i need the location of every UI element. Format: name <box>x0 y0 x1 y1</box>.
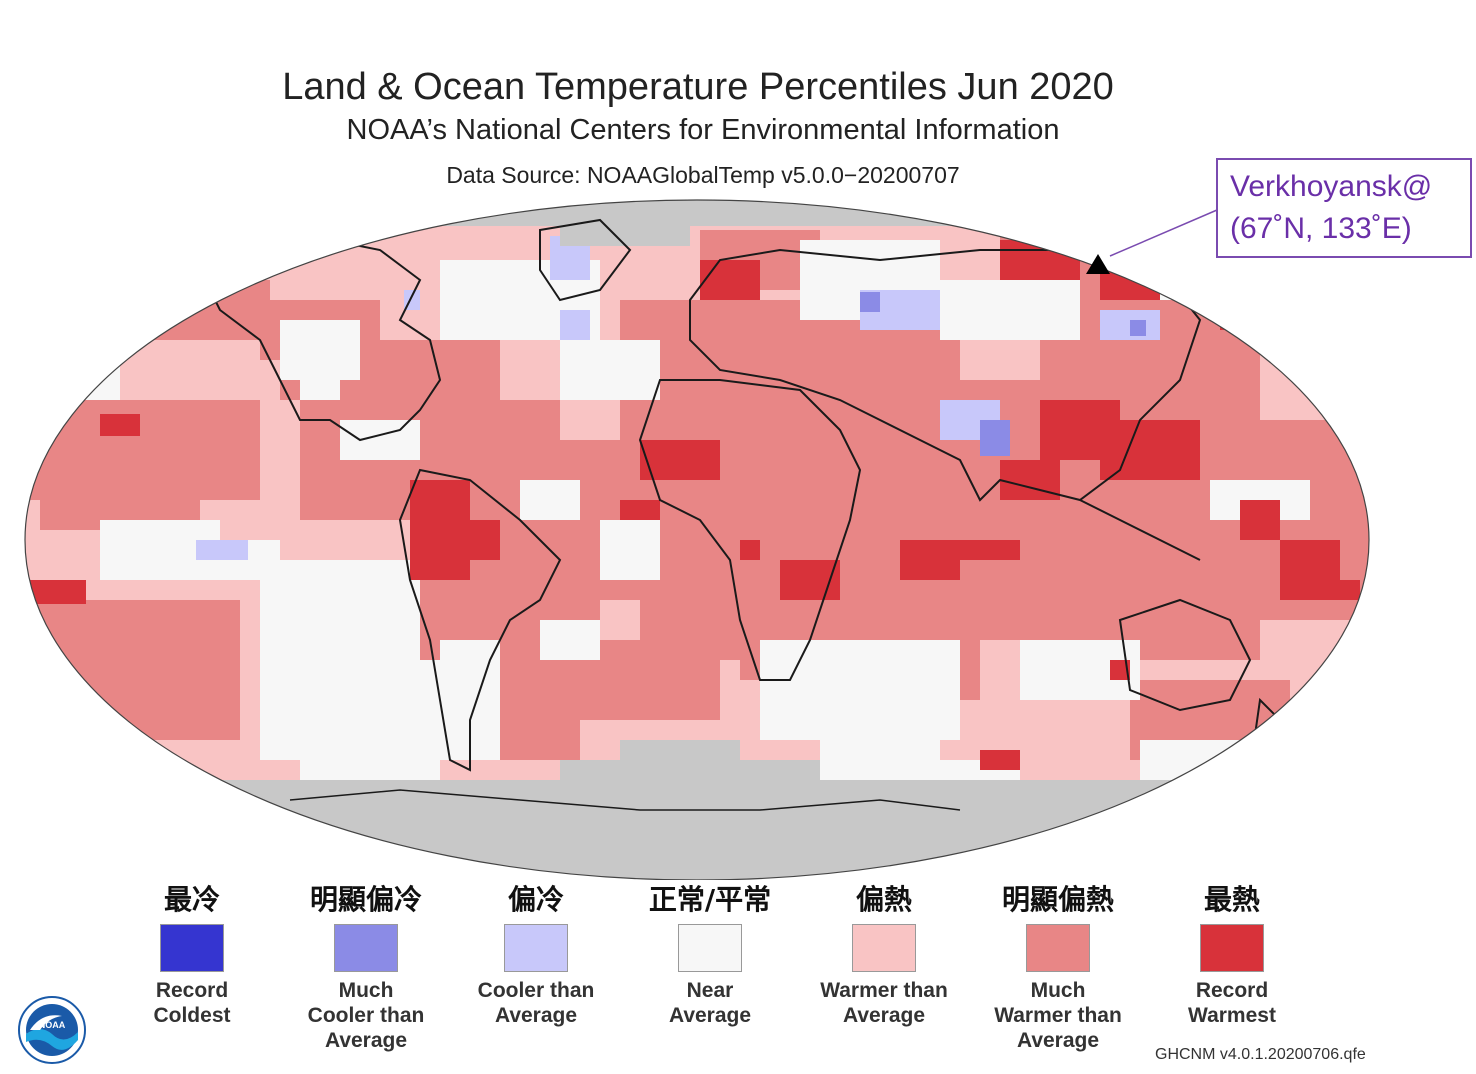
legend-record-warmest: 最熱 Record Warmest <box>1152 880 1312 1028</box>
legend-zh-label: 偏冷 <box>507 883 564 916</box>
legend-en-label: Warmer than Average <box>820 979 948 1027</box>
legend-en-label: Much Warmer than Average <box>994 979 1122 1052</box>
legend-zh-label: 最熱 <box>1203 883 1260 916</box>
callout-coords: (67˚N, 133˚E) <box>1230 212 1412 245</box>
legend-much-warmer: 明顯偏熱 Much Warmer than Average <box>978 880 1138 1053</box>
legend-swatch <box>334 924 398 972</box>
legend-swatch <box>1200 924 1264 972</box>
legend-en-label: Record Warmest <box>1188 979 1276 1027</box>
legend-swatch <box>160 924 224 972</box>
verkhoyansk-marker-icon <box>1086 254 1110 274</box>
footer-version: GHCNM v4.0.1.20200706.qfe <box>1155 1046 1366 1063</box>
legend-en-label: Record Coldest <box>153 979 231 1027</box>
noaa-logo-icon: NOAA <box>18 996 86 1064</box>
legend-swatch <box>678 924 742 972</box>
legend-zh-label: 最冷 <box>163 883 220 916</box>
much-cooler-regions <box>860 292 1146 456</box>
legend-record-coldest: 最冷 Record Coldest <box>112 880 272 1028</box>
legend-cooler: 偏冷 Cooler than Average <box>456 880 616 1028</box>
much-warmer-regions <box>25 230 1369 760</box>
legend-en-label: Cooler than Average <box>477 979 595 1027</box>
verkhoyansk-callout: Verkhoyansk@ (67˚N, 133˚E) <box>1216 158 1472 258</box>
globe-outline <box>24 199 1370 880</box>
callout-name: Verkhoyansk@ <box>1230 170 1433 203</box>
world-map <box>24 199 1370 880</box>
legend-en-label: Near Average <box>668 979 752 1027</box>
legend-zh-label: 明顯偏熱 <box>1001 883 1114 916</box>
map-title: Land & Ocean Temperature Percentiles Jun… <box>282 66 1114 108</box>
callout-leader-line <box>1109 209 1218 257</box>
legend-en-label: Much Cooler than Average <box>307 979 425 1052</box>
noaa-logo-text: NOAA <box>39 1020 66 1030</box>
legend-near-average: 正常/平常 Near Average <box>630 880 790 1028</box>
legend-zh-label: 明顯偏冷 <box>309 883 422 916</box>
map-subtitle: NOAA’s National Centers for Environmenta… <box>346 114 1060 146</box>
legend-zh-label: 正常/平常 <box>648 883 772 916</box>
legend-swatch <box>852 924 916 972</box>
legend-much-cooler: 明顯偏冷 Much Cooler than Average <box>286 880 446 1053</box>
coastlines <box>198 218 1282 811</box>
legend-swatch <box>1026 924 1090 972</box>
legend-zh-label: 偏熱 <box>855 883 912 916</box>
temperature-grid <box>25 200 1369 880</box>
legend-warmer: 偏熱 Warmer than Average <box>804 880 964 1028</box>
data-source: Data Source: NOAAGlobalTemp v5.0.0−20200… <box>446 162 960 188</box>
legend-swatch <box>504 924 568 972</box>
